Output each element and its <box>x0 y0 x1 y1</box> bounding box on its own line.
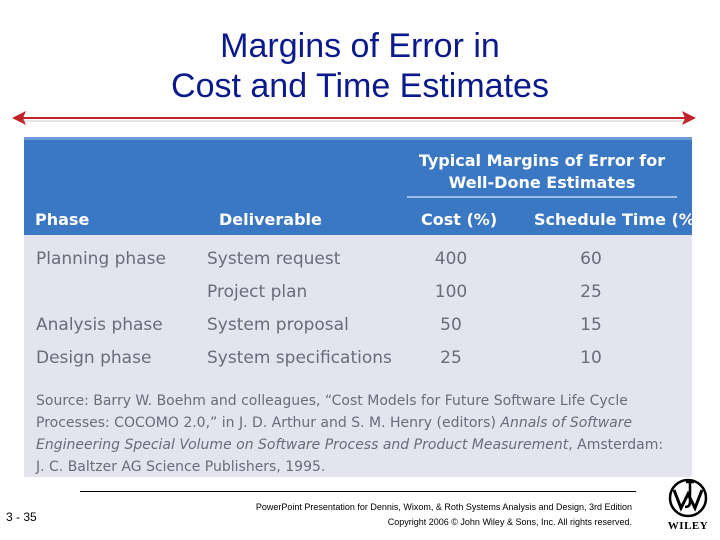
double-arrow-divider <box>12 111 696 125</box>
source-text-end: , Amsterdam: J. C. Baltzer AG Science Pu… <box>36 437 664 475</box>
table-cell-cost: 100 <box>434 282 468 302</box>
error-margins-table: Typical Margins of Error for Well-Done E… <box>24 137 702 478</box>
footer-line-1: PowerPoint Presentation for Dennis, Wixo… <box>255 502 632 512</box>
group-header-line-1: Typical Margins of Error for <box>418 151 666 170</box>
column-header-schedule: Schedule Time (%) <box>534 210 703 229</box>
table-cell-schedule: 60 <box>580 249 602 269</box>
footer-line-2: Copyright 2006 © John Wiley & Sons, Inc.… <box>387 517 632 527</box>
slide-title-line-2: Cost and Time Estimates <box>171 67 549 105</box>
table-cell-schedule: 15 <box>580 315 602 335</box>
wiley-logo: WILEY <box>664 476 712 534</box>
table-cell-phase: Analysis phase <box>36 315 163 335</box>
footer-credits: PowerPoint Presentation for Dennis, Wixo… <box>200 500 632 530</box>
slide-title: Margins of Error in Cost and Time Estima… <box>0 26 720 106</box>
footer-divider <box>80 491 636 492</box>
slide-number: 3 - 35 <box>6 510 37 524</box>
group-header-line-2: Well-Done Estimates <box>448 173 636 192</box>
wiley-emblem-icon <box>668 478 708 518</box>
table-cell-deliverable: System request <box>207 249 341 269</box>
wiley-logo-text: WILEY <box>667 520 709 532</box>
source-text: Source: Barry W. Boehm and colleagues, “… <box>36 393 628 431</box>
group-header: Typical Margins of Error for Well-Done E… <box>407 150 677 194</box>
table-header: Typical Margins of Error for Well-Done E… <box>24 137 702 235</box>
table-cell-schedule: 25 <box>580 282 602 302</box>
table-cell-cost: 400 <box>434 249 468 269</box>
column-header-deliverable: Deliverable <box>219 210 322 229</box>
table-cell-deliverable: System proposal <box>207 315 349 335</box>
table-cell-cost: 50 <box>440 315 462 335</box>
table-cell-phase: Design phase <box>36 348 152 368</box>
table-source-note: Source: Barry W. Boehm and colleagues, “… <box>36 390 676 478</box>
table-cell-deliverable: Project plan <box>207 282 308 302</box>
table-cell-cost: 25 <box>440 348 462 368</box>
table-cell-deliverable: System specifications <box>207 348 392 368</box>
column-header-cost: Cost (%) <box>421 210 498 229</box>
source-italic-title: Annals of Software Engineering Special V… <box>36 415 633 453</box>
group-header-rule <box>407 196 677 198</box>
table-cell-phase: Planning phase <box>36 249 166 269</box>
slide-title-line-1: Margins of Error in <box>220 27 500 65</box>
column-header-phase: Phase <box>35 210 90 229</box>
table-cell-schedule: 10 <box>580 348 602 368</box>
